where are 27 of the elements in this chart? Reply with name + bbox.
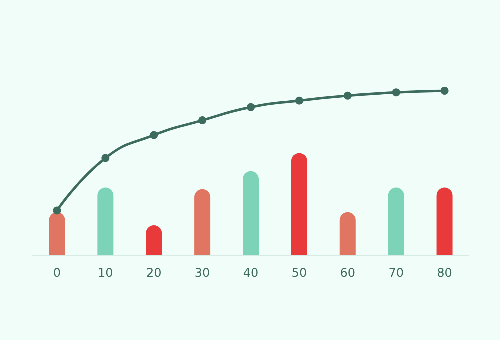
point: [102, 154, 110, 162]
bar: [291, 153, 308, 255]
point: [198, 116, 207, 125]
point: [247, 103, 255, 112]
bar: [340, 212, 356, 255]
x-tick-label: 10: [98, 266, 114, 280]
point: [295, 96, 304, 105]
point: [440, 87, 449, 95]
bar: [388, 188, 404, 255]
x-tick-label: 0: [53, 266, 62, 280]
bar: [98, 188, 114, 255]
bar: [146, 225, 162, 255]
x-tick-label: 30: [194, 266, 210, 280]
point: [344, 92, 352, 100]
point: [53, 206, 62, 215]
bar: [194, 189, 211, 255]
x-tick-label: 70: [388, 266, 404, 280]
x-tick-label: 60: [340, 266, 356, 280]
x-tick-label: 50: [292, 266, 308, 280]
x-tick-label: 40: [243, 266, 259, 280]
bar: [436, 188, 453, 255]
point: [392, 88, 400, 97]
x-tick-label: 80: [437, 266, 452, 280]
x-tick-label: 20: [146, 266, 162, 280]
bar: [49, 212, 66, 255]
point: [150, 131, 158, 140]
bar: [243, 171, 259, 255]
